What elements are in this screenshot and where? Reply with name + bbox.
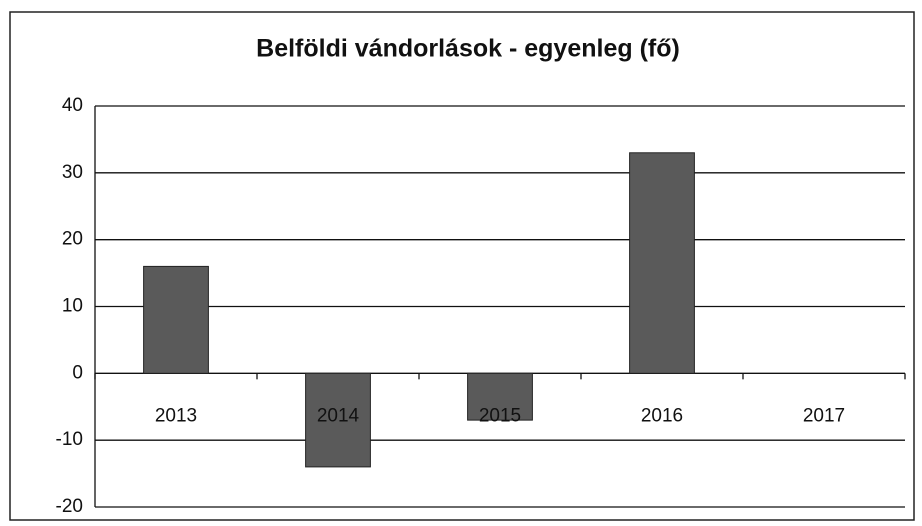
y-tick-label: 30 bbox=[62, 162, 83, 183]
x-tick-label: 2015 bbox=[479, 405, 521, 426]
y-tick-label: -10 bbox=[56, 429, 83, 450]
y-tick-label: 10 bbox=[62, 296, 83, 317]
x-tick-label: 2016 bbox=[641, 405, 683, 426]
x-tick-label: 2017 bbox=[803, 405, 845, 426]
y-tick-label: 20 bbox=[62, 229, 83, 250]
y-tick-label: -20 bbox=[56, 496, 83, 517]
bar bbox=[629, 152, 695, 374]
x-tick-label: 2013 bbox=[155, 405, 197, 426]
bar bbox=[143, 265, 209, 374]
bar bbox=[467, 372, 533, 421]
x-tick-label: 2014 bbox=[317, 405, 360, 426]
y-tick-label: 0 bbox=[72, 362, 83, 383]
bar bbox=[305, 372, 371, 468]
chart-title: Belföldi vándorlások - egyenleg (fő) bbox=[256, 35, 680, 63]
y-tick-label: 40 bbox=[62, 95, 83, 116]
